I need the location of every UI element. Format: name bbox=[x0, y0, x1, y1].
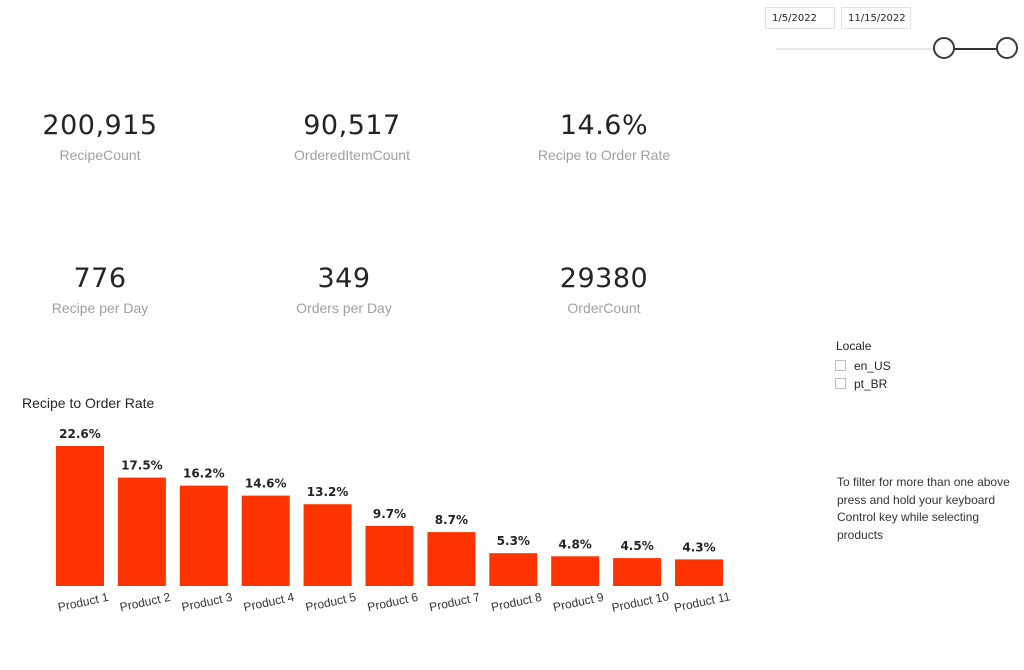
date-end-input[interactable]: 11/15/2022 bbox=[841, 7, 911, 29]
bar-2[interactable] bbox=[117, 477, 166, 586]
kpi-label: RecipeCount bbox=[59, 147, 141, 163]
locale-option-label: en_US bbox=[854, 359, 891, 373]
bar-11[interactable] bbox=[675, 559, 723, 586]
date-slider-selected-range bbox=[945, 48, 1005, 50]
locale-option-pt-br[interactable]: pt_BR bbox=[835, 377, 887, 391]
bar-4[interactable] bbox=[241, 495, 290, 586]
x-tick-label-8: Product 8 bbox=[490, 590, 543, 614]
kpi-card-orders-per-day: 349 Orders per Day bbox=[234, 263, 454, 316]
kpi-label: OrderedItemCount bbox=[294, 147, 410, 163]
date-slider-track[interactable] bbox=[776, 48, 936, 50]
x-tick-label-9: Product 9 bbox=[552, 590, 605, 614]
data-label-2: 17.5% bbox=[121, 459, 163, 473]
kpi-card-recipe-count: 200,915 RecipeCount bbox=[0, 110, 210, 163]
date-slider-start-handle[interactable] bbox=[933, 37, 955, 59]
data-label-11: 4.3% bbox=[682, 540, 715, 554]
bar-8[interactable] bbox=[489, 553, 538, 586]
checkbox-icon[interactable] bbox=[835, 378, 846, 389]
kpi-card-recipe-per-day: 776 Recipe per Day bbox=[0, 263, 210, 316]
x-tick-label-6: Product 6 bbox=[366, 590, 419, 614]
kpi-value: 349 bbox=[317, 263, 371, 294]
kpi-label: OrderCount bbox=[567, 300, 641, 316]
kpi-value: 90,517 bbox=[303, 110, 401, 141]
x-tick-label-2: Product 2 bbox=[118, 590, 171, 614]
kpi-value: 200,915 bbox=[42, 110, 158, 141]
x-tick-label-1: Product 1 bbox=[57, 590, 110, 614]
kpi-value: 14.6% bbox=[559, 110, 649, 141]
locale-slicer-title: Locale bbox=[836, 339, 872, 353]
bar-5[interactable] bbox=[303, 504, 352, 586]
x-tick-label-4: Product 4 bbox=[242, 590, 295, 614]
kpi-card-order-count: 29380 OrderCount bbox=[494, 263, 714, 316]
locale-option-label: pt_BR bbox=[854, 377, 888, 391]
data-label-9: 4.8% bbox=[559, 537, 592, 551]
data-label-4: 14.6% bbox=[245, 477, 287, 491]
data-label-5: 13.2% bbox=[307, 485, 349, 499]
date-slider-end-handle[interactable] bbox=[996, 37, 1018, 59]
x-tick-label-3: Product 3 bbox=[180, 590, 233, 614]
bar-7[interactable] bbox=[427, 532, 476, 586]
kpi-card-ordered-item-count: 90,517 OrderedItemCount bbox=[242, 110, 462, 163]
bar-10[interactable] bbox=[613, 558, 662, 586]
chart-title: Recipe to Order Rate bbox=[22, 395, 155, 411]
kpi-value: 776 bbox=[73, 263, 127, 294]
date-start-input[interactable]: 1/5/2022 bbox=[765, 7, 835, 29]
kpi-card-recipe-to-order-rate: 14.6% Recipe to Order Rate bbox=[494, 110, 714, 163]
x-tick-label-10: Product 10 bbox=[610, 589, 670, 615]
x-tick-label-11: Product 11 bbox=[673, 589, 732, 615]
data-label-1: 22.6% bbox=[59, 427, 101, 441]
data-label-6: 9.7% bbox=[373, 507, 406, 521]
filter-instructions-text: To filter for more than one above press … bbox=[837, 475, 1010, 542]
data-label-3: 16.2% bbox=[183, 467, 225, 481]
bar-3[interactable] bbox=[179, 485, 228, 586]
recipe-to-order-rate-bar-chart: 22.6% Product 1 17.5% Product 2 16.2% Product… bbox=[56, 427, 732, 615]
checkbox-icon[interactable] bbox=[835, 360, 846, 371]
x-tick-label-7: Product 7 bbox=[428, 590, 481, 614]
kpi-label: Recipe per Day bbox=[51, 300, 149, 316]
locale-option-en-us[interactable]: en_US bbox=[835, 359, 891, 373]
kpi-value: 29380 bbox=[559, 263, 649, 294]
kpi-label: Recipe to Order Rate bbox=[537, 147, 671, 163]
kpi-label: Orders per Day bbox=[296, 300, 392, 316]
data-label-8: 5.3% bbox=[497, 534, 530, 548]
bar-9[interactable] bbox=[551, 556, 600, 586]
data-label-7: 8.7% bbox=[435, 513, 468, 527]
x-tick-label-5: Product 5 bbox=[304, 590, 357, 614]
data-label-10: 4.5% bbox=[620, 539, 653, 553]
bar-1[interactable] bbox=[56, 446, 104, 586]
bar-6[interactable] bbox=[365, 525, 414, 586]
